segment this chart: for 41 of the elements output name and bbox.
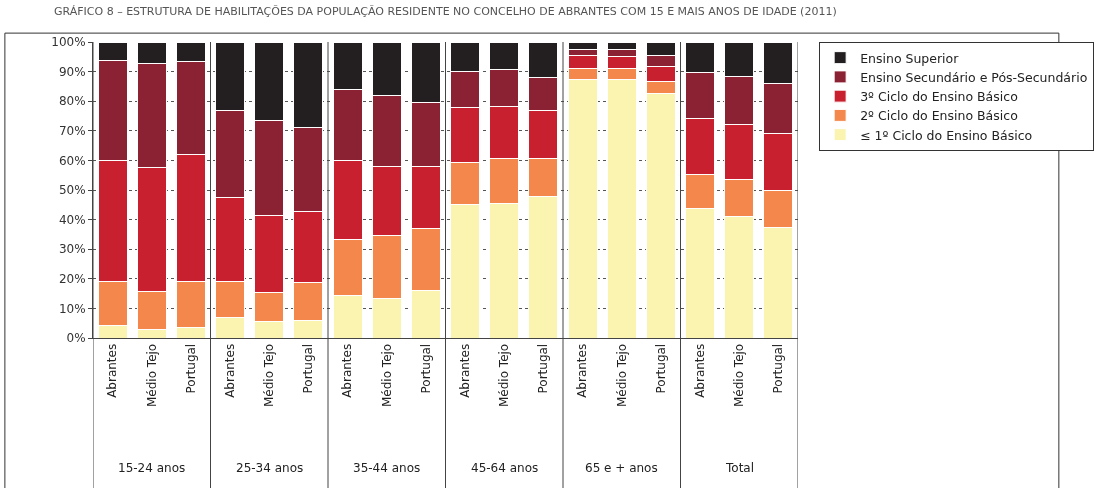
text: Total [725,461,755,475]
text: 35-44 anos [353,461,421,475]
legend-label: 3º Ciclo do Ensino Básico [860,89,1018,104]
y-tick-label: 70% [58,124,86,138]
x-tick-label: Médio Tejo [732,343,747,407]
x-tick-label: Médio Tejo [379,343,394,407]
x-tick-label: Abrantes [105,343,120,398]
y-tick-label: 50% [58,183,86,198]
x-tick-label: Médio Tejo [497,343,512,407]
y-tick-label: 60% [58,153,86,168]
y-tick-label: 20% [58,272,86,286]
y-tick-label: 10% [58,301,86,316]
text: 65 e + anos [585,461,658,475]
x-tick-label: Médio Tejo [144,343,159,407]
x-tick-label: Portugal [536,343,551,394]
y-tick-label: 90% [58,64,86,79]
y-tick-label: 40% [58,212,86,227]
x-tick-label: Médio Tejo [614,343,629,407]
legend-label: Ensino Secundário e Pós-Secundário [860,69,1088,85]
x-tick-label: Abrantes [457,343,472,398]
y-tick-label: 30% [58,242,86,257]
text: 15-24 anos [118,461,186,475]
y-tick-label: 0% [66,331,86,346]
x-tick-label: Portugal [301,343,316,394]
x-tick-label: Abrantes [692,343,707,398]
legend-label: 2º Ciclo do Ensino Básico [860,108,1018,124]
y-tick-label: 100% [51,35,86,50]
x-tick-label: Portugal [653,343,668,394]
text: 25-34 anos [236,461,304,475]
x-tick-label: Abrantes [340,343,355,398]
legend-label: ≤ 1º Ciclo do Ensino Básico [860,127,1033,143]
legend-label: Ensino Superior [860,50,960,66]
x-tick-label: Médio Tejo [262,343,277,407]
chart-title: GRÁFICO 8 – ESTRUTURA DE HABILITAÇÕES DA POPULAÇÃO RESIDENTE NO CONCELHO DE ABRANTES COM 15 E MAIS ANOS DE IDADE (2011) [54,5,837,18]
x-tick-label: Portugal [418,343,433,394]
x-tick-label: Abrantes [575,343,590,398]
y-tick-label: 80% [58,94,86,109]
text: 45-64 anos [471,461,539,475]
x-tick-label: Portugal [183,343,198,394]
x-tick-label: Abrantes [222,343,237,398]
x-tick-label: Portugal [771,343,786,394]
